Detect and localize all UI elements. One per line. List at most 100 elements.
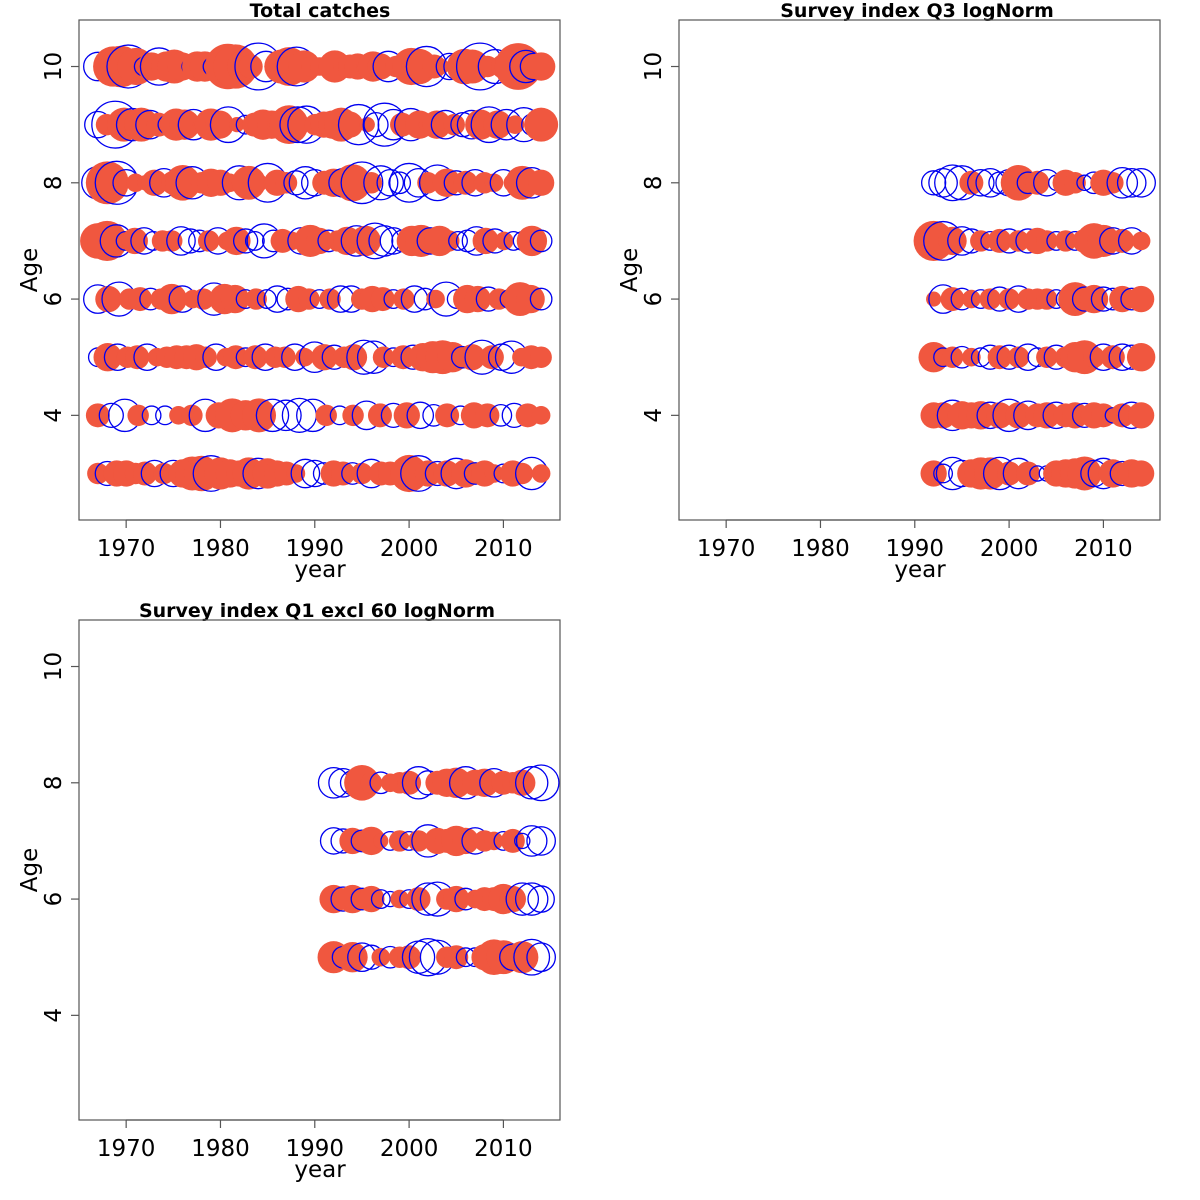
negative-residual-bubble bbox=[376, 168, 405, 197]
negative-residual-bubble bbox=[388, 171, 412, 195]
positive-residual-bubble bbox=[500, 828, 525, 853]
positive-residual-bubble bbox=[484, 173, 504, 193]
positive-residual-bubble bbox=[987, 228, 1012, 253]
positive-residual-bubble bbox=[443, 113, 465, 136]
positive-residual-bubble bbox=[479, 345, 504, 370]
y-axis: 4 6 8 10 bbox=[41, 52, 79, 423]
positive-residual-bubble bbox=[472, 227, 499, 255]
positive-residual-bubble bbox=[1131, 231, 1151, 251]
y-tick-label: 4 bbox=[641, 408, 667, 423]
positive-residual-bubble bbox=[1127, 285, 1155, 313]
positive-residual-bubble bbox=[941, 346, 964, 368]
y-axis: 4 6 8 10 bbox=[41, 652, 79, 1023]
negative-residual-bubble bbox=[340, 161, 384, 205]
x-tick-label: 2000 bbox=[980, 536, 1039, 562]
positive-residual-bubble bbox=[453, 170, 478, 195]
positive-residual-bubble bbox=[336, 111, 364, 138]
positive-residual-bubble bbox=[337, 942, 368, 973]
positive-residual-bubble bbox=[998, 288, 1020, 310]
positive-residual-bubble bbox=[275, 172, 298, 194]
positive-residual-bubble bbox=[192, 288, 215, 310]
negative-residual-bubble bbox=[281, 397, 317, 433]
x-tick-label: 2000 bbox=[380, 1136, 439, 1162]
positive-residual-bubble bbox=[966, 401, 996, 430]
positive-residual-bubble bbox=[432, 168, 462, 197]
negative-residual-bubble bbox=[370, 889, 391, 910]
y-axis: 4 6 8 10 bbox=[641, 52, 679, 423]
positive-residual-bubble bbox=[371, 947, 391, 967]
positive-residual-bubble bbox=[85, 403, 110, 428]
positive-residual-bubble bbox=[295, 347, 315, 367]
positive-residual-bubble bbox=[940, 287, 965, 312]
positive-residual-bubble bbox=[338, 884, 367, 914]
positive-residual-bubble bbox=[974, 457, 1007, 490]
positive-residual-bubble bbox=[367, 403, 392, 428]
y-tick-label: 4 bbox=[41, 1008, 67, 1023]
positive-residual-bubble bbox=[979, 288, 1001, 310]
negative-residual-bubble bbox=[928, 167, 958, 198]
positive-residual-bubble bbox=[298, 288, 320, 310]
negative-residual-bubble bbox=[489, 403, 513, 427]
x-tick-label: 1990 bbox=[886, 536, 945, 562]
negative-residual-bubble bbox=[1126, 167, 1156, 198]
positive-residual-bubble bbox=[451, 459, 480, 488]
positive-residual-bubble bbox=[331, 461, 356, 486]
positive-residual-bubble bbox=[406, 887, 431, 912]
negative-residual-bubble bbox=[529, 229, 553, 253]
y-axis-label: Age bbox=[17, 848, 43, 892]
positive-residual-bubble bbox=[164, 164, 201, 201]
x-axis-label: year bbox=[894, 557, 946, 583]
x-tick-label: 1990 bbox=[286, 1136, 345, 1162]
positive-residual-bubble bbox=[511, 462, 534, 485]
x-tick-label: 1980 bbox=[191, 1136, 250, 1162]
plot-area bbox=[317, 764, 560, 977]
positive-residual-bubble bbox=[181, 404, 203, 427]
negative-residual-bubble bbox=[505, 882, 540, 916]
positive-residual-bubble bbox=[1007, 346, 1030, 368]
x-tick-label: 1980 bbox=[191, 536, 250, 562]
negative-residual-bubble bbox=[406, 401, 435, 430]
positive-residual-bubble bbox=[311, 344, 338, 371]
positive-residual-bubble bbox=[360, 172, 383, 194]
positive-residual-bubble bbox=[437, 342, 468, 373]
x-tick-label: 2000 bbox=[380, 536, 439, 562]
positive-residual-bubble bbox=[426, 289, 445, 309]
positive-residual-bubble bbox=[1087, 224, 1120, 258]
positive-residual-bubble bbox=[391, 345, 416, 370]
positive-residual-bubble bbox=[414, 460, 442, 487]
positive-residual-bubble bbox=[1064, 172, 1086, 194]
negative-residual-bubble bbox=[967, 168, 995, 197]
panel-total-catches: Total catches 1970 1980 1990 2000 2010 4 6 8 10… bbox=[17, 0, 561, 583]
positive-residual-bubble bbox=[1025, 170, 1050, 195]
negative-residual-bubble bbox=[232, 228, 259, 254]
positive-residual-bubble bbox=[452, 827, 479, 855]
positive-residual-bubble bbox=[87, 220, 128, 262]
panel-title: Survey index Q3 logNorm bbox=[780, 0, 1054, 22]
x-axis: 1970 1980 1990 2000 2010 bbox=[697, 519, 1133, 562]
y-tick-label: 8 bbox=[41, 175, 67, 190]
y-tick-label: 6 bbox=[41, 892, 67, 907]
negative-residual-bubble bbox=[141, 405, 162, 426]
positive-residual-bubble bbox=[1036, 346, 1058, 368]
positive-residual-bubble bbox=[243, 345, 268, 370]
positive-residual-bubble bbox=[422, 110, 452, 139]
positive-residual-bubble bbox=[1061, 402, 1089, 429]
positive-residual-bubble bbox=[319, 288, 341, 310]
x-tick-label: 2010 bbox=[1074, 536, 1133, 562]
positive-residual-bubble bbox=[274, 346, 296, 368]
y-axis-label: Age bbox=[17, 248, 43, 292]
positive-residual-bubble bbox=[1079, 284, 1109, 314]
negative-residual-bubble bbox=[514, 766, 549, 800]
positive-residual-bubble bbox=[987, 345, 1012, 370]
negative-residual-bubble bbox=[244, 230, 265, 251]
positive-residual-bubble bbox=[248, 173, 268, 193]
positive-residual-bubble bbox=[1126, 343, 1156, 372]
positive-residual-bubble bbox=[1067, 456, 1102, 491]
positive-residual-bubble bbox=[340, 344, 368, 371]
plot-area bbox=[913, 164, 1156, 491]
negative-residual-bubble bbox=[527, 885, 555, 913]
negative-residual-bubble bbox=[522, 764, 560, 802]
positive-residual-bubble bbox=[121, 227, 148, 255]
negative-residual-bubble bbox=[283, 170, 309, 196]
x-tick-label: 1980 bbox=[791, 536, 850, 562]
